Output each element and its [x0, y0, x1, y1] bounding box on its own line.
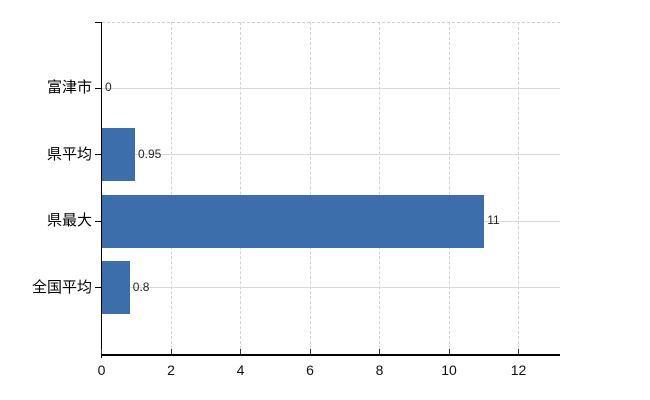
plot-top-border [101, 22, 560, 23]
y-axis-tick [95, 154, 102, 156]
gridline-vertical [309, 22, 311, 354]
x-axis-tick [240, 349, 241, 354]
bar-value-label: 11 [487, 213, 500, 228]
x-axis-tick [518, 349, 519, 354]
x-tick-label: 12 [510, 362, 527, 378]
bar-value-label: 0 [105, 80, 112, 94]
bar [102, 128, 135, 182]
gridline-vertical [518, 22, 519, 354]
x-tick-label: 8 [375, 362, 384, 378]
x-tick-label: 10 [441, 362, 457, 378]
x-tick-label: 0 [97, 362, 106, 378]
y-axis-tick [95, 287, 102, 289]
category-label: 全国平均 [31, 278, 92, 296]
gridline-vertical [379, 22, 380, 354]
gridline-horizontal [101, 154, 560, 156]
x-tick-label: 4 [236, 362, 245, 378]
gridline-horizontal [101, 87, 560, 89]
x-axis-tick [170, 349, 172, 354]
x-tick-label: 6 [306, 362, 314, 378]
x-axis [100, 354, 560, 356]
y-axis-tick [95, 220, 102, 222]
gridline-vertical [240, 22, 241, 354]
gridline-horizontal [101, 287, 560, 289]
category-label: 富津市 [46, 79, 92, 96]
gridline-vertical [170, 22, 172, 354]
bar [102, 194, 485, 248]
bar-value-label: 0.95 [138, 146, 162, 161]
bar [102, 261, 130, 315]
gridline-vertical [448, 22, 450, 354]
x-axis-tick [379, 349, 380, 354]
category-label: 県最大 [46, 212, 92, 230]
x-axis-tick [448, 349, 450, 354]
y-axis-tick [95, 21, 102, 23]
y-axis [100, 22, 102, 358]
bar-value-label: 0.8 [132, 279, 150, 294]
y-axis-tick [95, 87, 102, 89]
x-axis-tick [101, 349, 102, 354]
x-axis-tick [309, 349, 311, 354]
category-label: 県平均 [46, 145, 92, 163]
x-tick-label: 2 [167, 362, 175, 378]
